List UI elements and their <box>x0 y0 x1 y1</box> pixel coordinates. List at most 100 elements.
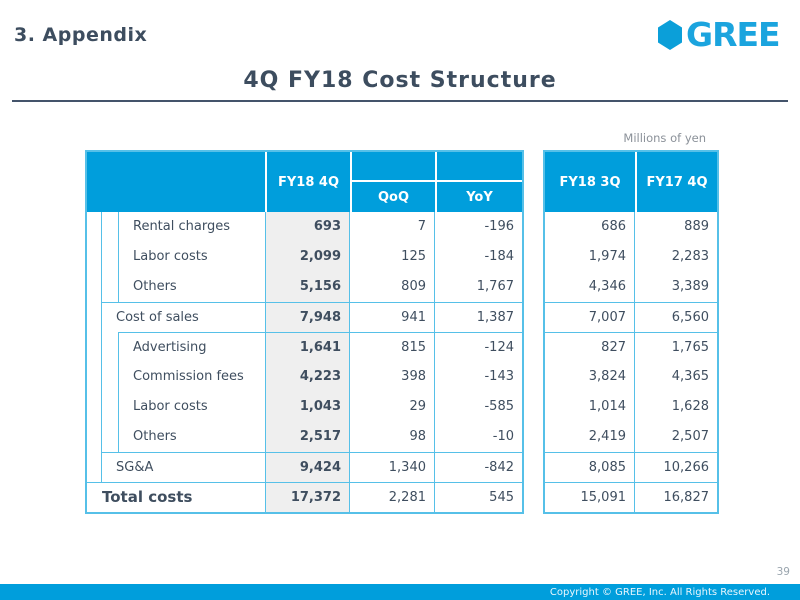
table-row: 8,085 10,266 <box>545 452 717 482</box>
cell-yoy: 1,767 <box>476 279 514 294</box>
cell-fy17-4q: 4,365 <box>671 369 709 384</box>
cell-fy18-3q: 827 <box>545 333 635 362</box>
cell-fy17-4q: 1,765 <box>671 340 709 355</box>
cell-fy18-4q: 17,372 <box>265 483 350 512</box>
page-number: 39 <box>776 566 790 578</box>
cell-fy17-4q: 2,283 <box>671 249 709 264</box>
row-label: Rental charges <box>133 219 230 234</box>
header-qoq: QoQ <box>377 189 410 205</box>
row-label: Labor costs <box>133 399 208 414</box>
cell-fy17-4q: 1,628 <box>671 399 709 414</box>
cost-table: FY18 4Q QoQ YoY Rental charges 693 7 -19… <box>85 150 524 514</box>
table-row: Labor costs 2,099 125 -184 <box>87 242 522 272</box>
row-label: Advertising <box>119 332 265 362</box>
cell-qoq: 2,281 <box>350 483 435 512</box>
cell-fy18-4q: 7,948 <box>265 302 350 332</box>
header-blank-cell <box>87 152 265 212</box>
cell-fy17-4q: 6,560 <box>671 310 709 325</box>
table-row: Labor costs 1,043 29 -585 <box>87 392 522 422</box>
cell-fy18-3q: 3,824 <box>545 362 635 392</box>
row-label: SG&A <box>102 452 265 482</box>
indent-guide <box>102 242 119 272</box>
indent-guide <box>87 332 102 362</box>
indent-guide <box>102 392 119 422</box>
indent-guide <box>87 362 102 392</box>
cell-fy18-4q: 9,424 <box>265 452 350 482</box>
cell-fy18-4q: 1,641 <box>265 332 350 362</box>
cell-fy18-4q: 1,043 <box>265 392 350 422</box>
cell-yoy: 1,387 <box>435 302 522 332</box>
footer-copyright: Copyright © GREE, Inc. All Rights Reserv… <box>549 586 770 598</box>
row-label: Others <box>133 429 177 444</box>
cell-qoq: 98 <box>350 422 435 452</box>
unit-note: Millions of yen <box>623 131 706 145</box>
indent-guide <box>87 422 102 452</box>
cell-yoy: -184 <box>484 249 514 264</box>
table-row: Advertising 1,641 815 -124 <box>87 332 522 362</box>
table-row: 2,419 2,507 <box>545 422 717 452</box>
gree-logo-hexagon-icon <box>658 19 682 50</box>
cell-fy18-4q: 5,156 <box>265 272 350 302</box>
table-row: 1,014 1,628 <box>545 392 717 422</box>
row-label: Total costs <box>102 488 193 506</box>
cell-qoq: 29 <box>350 392 435 422</box>
table-row: 3,824 4,365 <box>545 362 717 392</box>
cell-yoy: -842 <box>435 452 522 482</box>
row-label: Commission fees <box>133 369 244 384</box>
indent-guide <box>87 452 102 482</box>
table-row: 827 1,765 <box>545 332 717 362</box>
cell-fy18-4q: 693 <box>265 212 350 242</box>
row-label: Others <box>133 279 177 294</box>
page-title: 4Q FY18 Cost Structure <box>243 68 557 93</box>
cell-qoq: 1,340 <box>350 452 435 482</box>
table-row: 1,974 2,283 <box>545 242 717 272</box>
table-row: Others 5,156 809 1,767 <box>87 272 522 302</box>
indent-guide <box>102 272 119 302</box>
indent-guide <box>102 362 119 392</box>
table-row-total: Total costs 17,372 2,281 545 <box>87 482 522 512</box>
cell-fy18-4q: 4,223 <box>265 362 350 392</box>
cell-qoq: 809 <box>350 272 435 302</box>
indent-guide <box>87 302 102 332</box>
cell-fy17-4q: 2,507 <box>671 429 709 444</box>
cell-qoq: 941 <box>350 302 435 332</box>
indent-guide <box>102 332 119 362</box>
gree-logo-wordmark: GREE <box>686 15 781 54</box>
table-row: Rental charges 693 7 -196 <box>87 212 522 242</box>
table-row: 686 889 <box>545 212 717 242</box>
cell-fy18-3q: 1,974 <box>545 242 635 272</box>
row-label: Labor costs <box>133 249 208 264</box>
indent-guide <box>87 242 102 272</box>
table-row: 7,007 6,560 <box>545 302 717 332</box>
cell-yoy: 545 <box>489 490 514 505</box>
cell-fy18-3q: 2,419 <box>545 422 635 452</box>
indent-guide <box>87 272 102 302</box>
header-fy18-4q: FY18 4Q <box>265 152 350 212</box>
cell-fy18-4q: 2,099 <box>265 242 350 272</box>
table-row: Cost of sales 7,948 941 1,387 <box>87 302 522 332</box>
table-row: 4,346 3,389 <box>545 272 717 302</box>
cell-fy17-4q: 16,827 <box>663 490 710 505</box>
indent-guide <box>87 392 102 422</box>
cell-fy18-3q: 8,085 <box>545 453 635 482</box>
indent-guide <box>87 212 102 242</box>
cell-qoq: 7 <box>350 212 435 242</box>
cell-fy17-4q: 889 <box>684 219 709 234</box>
cell-fy18-3q: 686 <box>545 212 635 242</box>
header-qoq-spacer <box>352 152 435 182</box>
cell-qoq: 125 <box>350 242 435 272</box>
table-row: Others 2,517 98 -10 <box>87 422 522 452</box>
title-underline <box>12 100 788 102</box>
cost-table-header: FY18 4Q QoQ YoY <box>87 152 522 212</box>
indent-guide <box>102 212 119 242</box>
header-fy18-3q: FY18 3Q <box>559 174 621 190</box>
cell-fy17-4q: 3,389 <box>671 279 709 294</box>
cell-fy18-3q: 4,346 <box>545 272 635 302</box>
row-label: Cost of sales <box>102 302 265 332</box>
header-qoq-column: QoQ <box>350 152 435 212</box>
cell-yoy: -143 <box>484 369 514 384</box>
table-row: Commission fees 4,223 398 -143 <box>87 362 522 392</box>
cell-fy18-3q: 1,014 <box>545 392 635 422</box>
cell-yoy: -124 <box>435 332 522 362</box>
